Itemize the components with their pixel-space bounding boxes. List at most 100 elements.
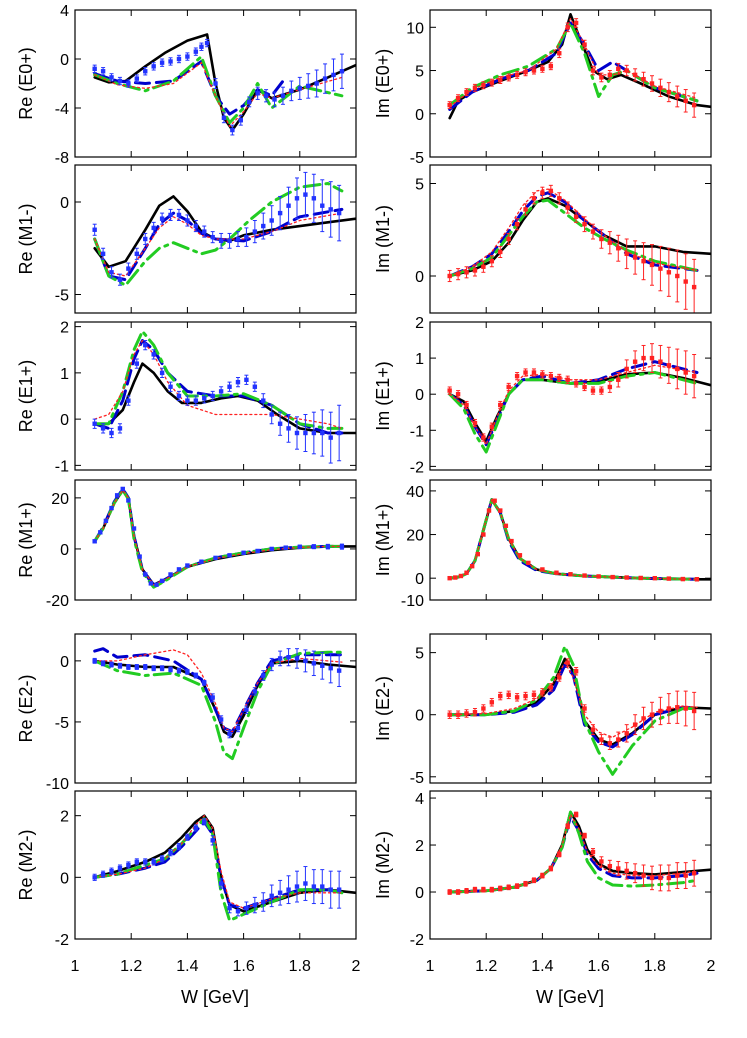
data-point (109, 75, 114, 80)
data-point (489, 80, 495, 85)
data-point (472, 887, 478, 892)
data-point (683, 279, 688, 284)
data-point (506, 236, 511, 242)
data-point (675, 873, 680, 878)
data-point (204, 40, 210, 46)
data-point (109, 662, 114, 667)
curve-dashed (93, 339, 344, 435)
data-point (159, 60, 165, 65)
data-point (523, 70, 528, 75)
data-point (464, 888, 469, 894)
data-point (328, 207, 333, 212)
curve-dashdot (93, 650, 344, 761)
data-point (610, 574, 615, 580)
x-axis-title-right: W [GeV] (536, 987, 604, 1007)
curve-solid (93, 195, 356, 269)
y-axis-title: Re (M2-) (16, 830, 36, 901)
y-tick-label: 0 (60, 412, 69, 429)
data-point (311, 544, 317, 549)
x-tick-label: 1.8 (644, 958, 666, 975)
data-point (691, 102, 697, 108)
data-point (238, 118, 243, 123)
data-point (616, 246, 621, 251)
data-point (331, 72, 336, 78)
curve-dashdot (93, 817, 344, 922)
y-tick-label: -1 (55, 458, 69, 475)
data-point (244, 707, 249, 712)
data-point (311, 196, 317, 201)
y-tick-label: 0 (60, 870, 69, 887)
curve-solid (93, 814, 356, 913)
data-point (272, 97, 277, 102)
data-point (666, 875, 672, 881)
data-point (658, 85, 663, 91)
panel-frame (429, 479, 712, 601)
data-point (126, 862, 131, 868)
data-point (607, 863, 613, 869)
data-point (616, 377, 621, 382)
data-point (489, 887, 495, 892)
y-axis-title: Re (E1+) (16, 360, 36, 433)
data-point (481, 83, 486, 88)
y-tick-label: 2 (415, 315, 424, 332)
panel-8: -10 -5 0 Re (E2-) (16, 633, 357, 793)
data-point (303, 881, 308, 886)
data-point (244, 905, 249, 911)
data-point (100, 872, 106, 877)
y-axis-title: Im (E0+) (373, 49, 393, 119)
data-point (464, 270, 469, 275)
data-point (235, 725, 241, 731)
data-point (691, 871, 697, 876)
plot-area (92, 486, 356, 589)
data-series (92, 171, 342, 286)
data-point (269, 662, 274, 667)
y-tick-label: 0 (415, 571, 424, 588)
data-point (199, 44, 204, 49)
data-point (447, 889, 452, 895)
data-point (92, 539, 97, 544)
data-point (176, 393, 182, 399)
curve-dotted (449, 498, 698, 580)
data-point (269, 218, 274, 223)
data-point (289, 88, 294, 94)
data-point (565, 660, 570, 665)
data-point (143, 236, 148, 242)
data-point (176, 567, 182, 572)
data-point (624, 251, 629, 256)
curve-dotted (94, 649, 343, 733)
data-point (523, 207, 528, 212)
data-point (590, 727, 596, 732)
data-point (649, 712, 655, 717)
data-point (624, 731, 629, 736)
y-tick-label: -8 (55, 150, 69, 167)
data-point (235, 909, 241, 914)
y-axis-title: Im (M1-) (373, 205, 393, 273)
y-axis-title: Im (M2-) (373, 831, 393, 899)
data-point (269, 893, 274, 899)
data-point (176, 56, 182, 62)
curve-dashdot (448, 810, 699, 894)
panel-11: -2 0 2 4 1 1.2 1.4 1.6 1.8 2 Im (M2-) (373, 790, 716, 975)
data-point (506, 692, 511, 698)
curve-dotted (449, 364, 698, 446)
panel-7: -10 0 20 40 Im (M1+) (373, 479, 712, 610)
data-point (252, 229, 258, 234)
data-point (241, 550, 246, 555)
data-point (227, 553, 232, 558)
x-tick-label: 1.4 (531, 958, 553, 975)
data-point (134, 251, 140, 256)
y-tick-label: 5 (415, 64, 424, 81)
data-point (582, 573, 587, 578)
panel-0: -8 -4 0 4 Re (E0+) (16, 3, 357, 167)
data-point (531, 68, 537, 73)
data-point (168, 667, 173, 672)
data-point (506, 384, 511, 390)
data-point (607, 741, 613, 746)
y-tick-label: -4 (55, 101, 69, 118)
data-point (261, 398, 266, 403)
data-point (568, 572, 573, 577)
panel-2: -5 0 Re (M1-) (16, 164, 357, 314)
data-point (277, 656, 283, 661)
panel-frame (429, 633, 712, 784)
data-point (540, 690, 545, 695)
